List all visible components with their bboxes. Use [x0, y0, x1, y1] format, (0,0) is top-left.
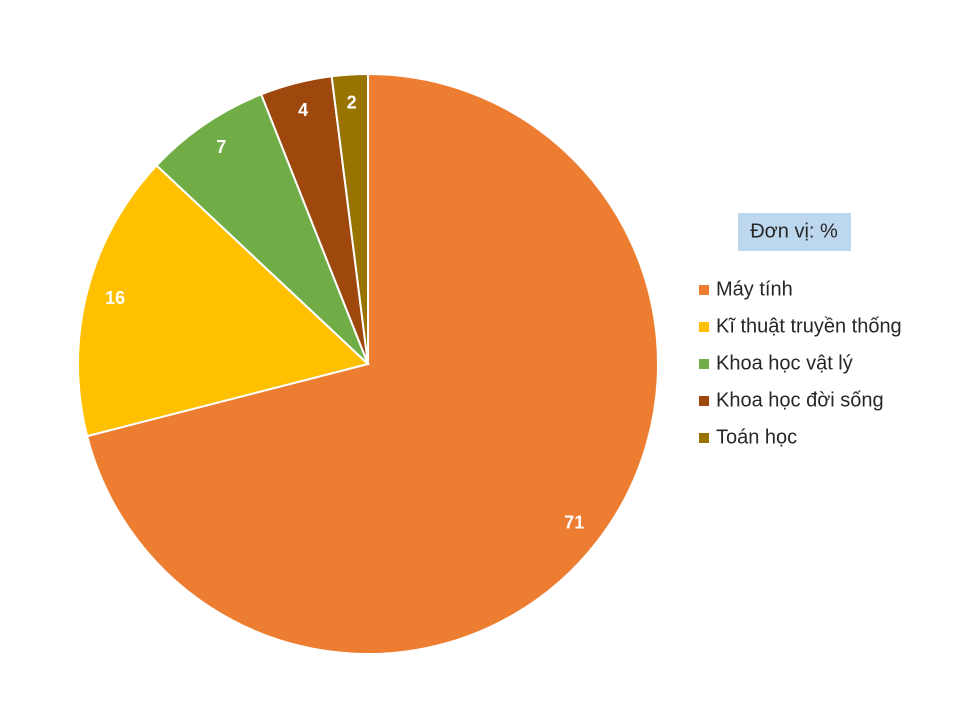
legend-label: Khoa học đời sống	[716, 389, 884, 411]
pie-slice	[77, 164, 371, 438]
annotation-box	[738, 213, 851, 251]
pie-slice	[330, 72, 369, 365]
data-label: 2	[347, 92, 357, 112]
legend-label: Toán học	[716, 426, 797, 448]
legend-label: Khoa học vật lý	[716, 352, 853, 374]
data-label: 4	[298, 100, 308, 120]
data-label: 16	[105, 288, 125, 308]
legend-swatch	[699, 359, 709, 369]
annotation: Đơn vị: %	[750, 220, 838, 242]
legend-swatch	[699, 433, 709, 443]
pie-slice	[85, 72, 659, 655]
legend-swatch	[699, 396, 709, 406]
legend-label: Máy tính	[716, 278, 793, 300]
legend-label: Kĩ thuật truyền thống	[716, 315, 902, 337]
data-label: 71	[564, 513, 584, 533]
legend-swatch	[699, 285, 709, 295]
pie-slice	[155, 93, 369, 365]
legend-swatch	[699, 322, 709, 332]
data-label: 7	[216, 137, 226, 157]
